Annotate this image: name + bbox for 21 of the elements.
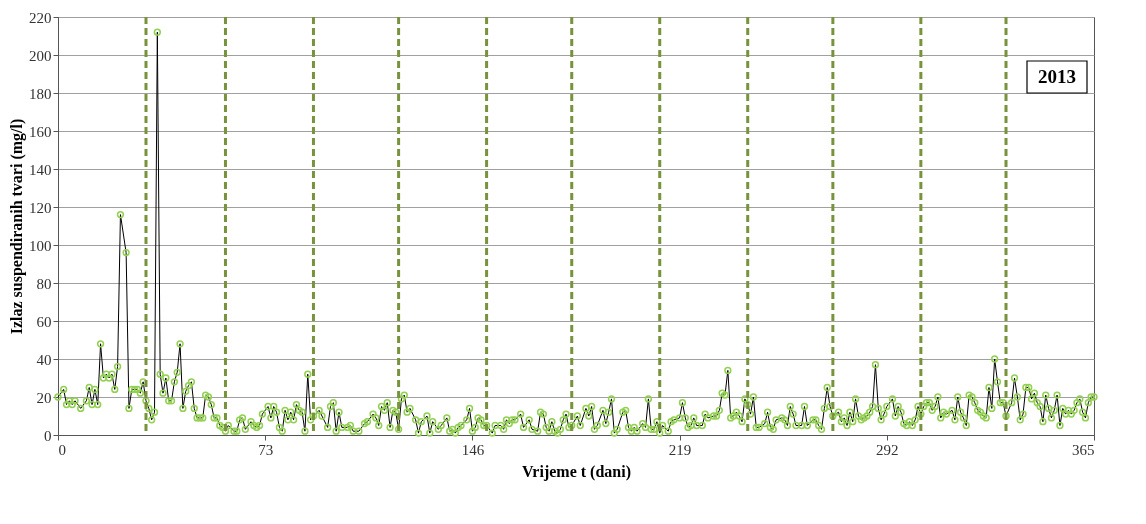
y-tick-label: 100 — [29, 237, 52, 254]
y-tick-label: 140 — [29, 161, 52, 178]
x-tick-label: 73 — [258, 441, 274, 458]
x-axis-title: Vrijeme t (dani) — [522, 462, 631, 481]
y-tick-label: 220 — [29, 9, 52, 26]
y-tick-label: 120 — [29, 199, 52, 216]
y-tick-label: 200 — [29, 47, 52, 64]
x-tick-label: 365 — [1072, 441, 1095, 458]
y-tick-label: 160 — [29, 123, 52, 140]
y-tick-label: 80 — [36, 275, 52, 292]
x-tick-label: 146 — [461, 441, 485, 458]
x-tick-label: 219 — [668, 441, 692, 458]
y-tick-label: 20 — [36, 389, 52, 406]
annotation: 2013 — [1038, 66, 1076, 87]
y-tick-label: 0 — [44, 427, 52, 444]
x-tick-label: 292 — [876, 441, 899, 458]
y-tick-label: 60 — [36, 313, 52, 330]
y-tick-label: 40 — [36, 351, 52, 368]
y-tick-label: 180 — [29, 85, 52, 102]
x-tick-label: 0 — [58, 441, 66, 458]
y-axis-title: Izlaz suspendiranih tvari (mg/l) — [8, 118, 26, 335]
